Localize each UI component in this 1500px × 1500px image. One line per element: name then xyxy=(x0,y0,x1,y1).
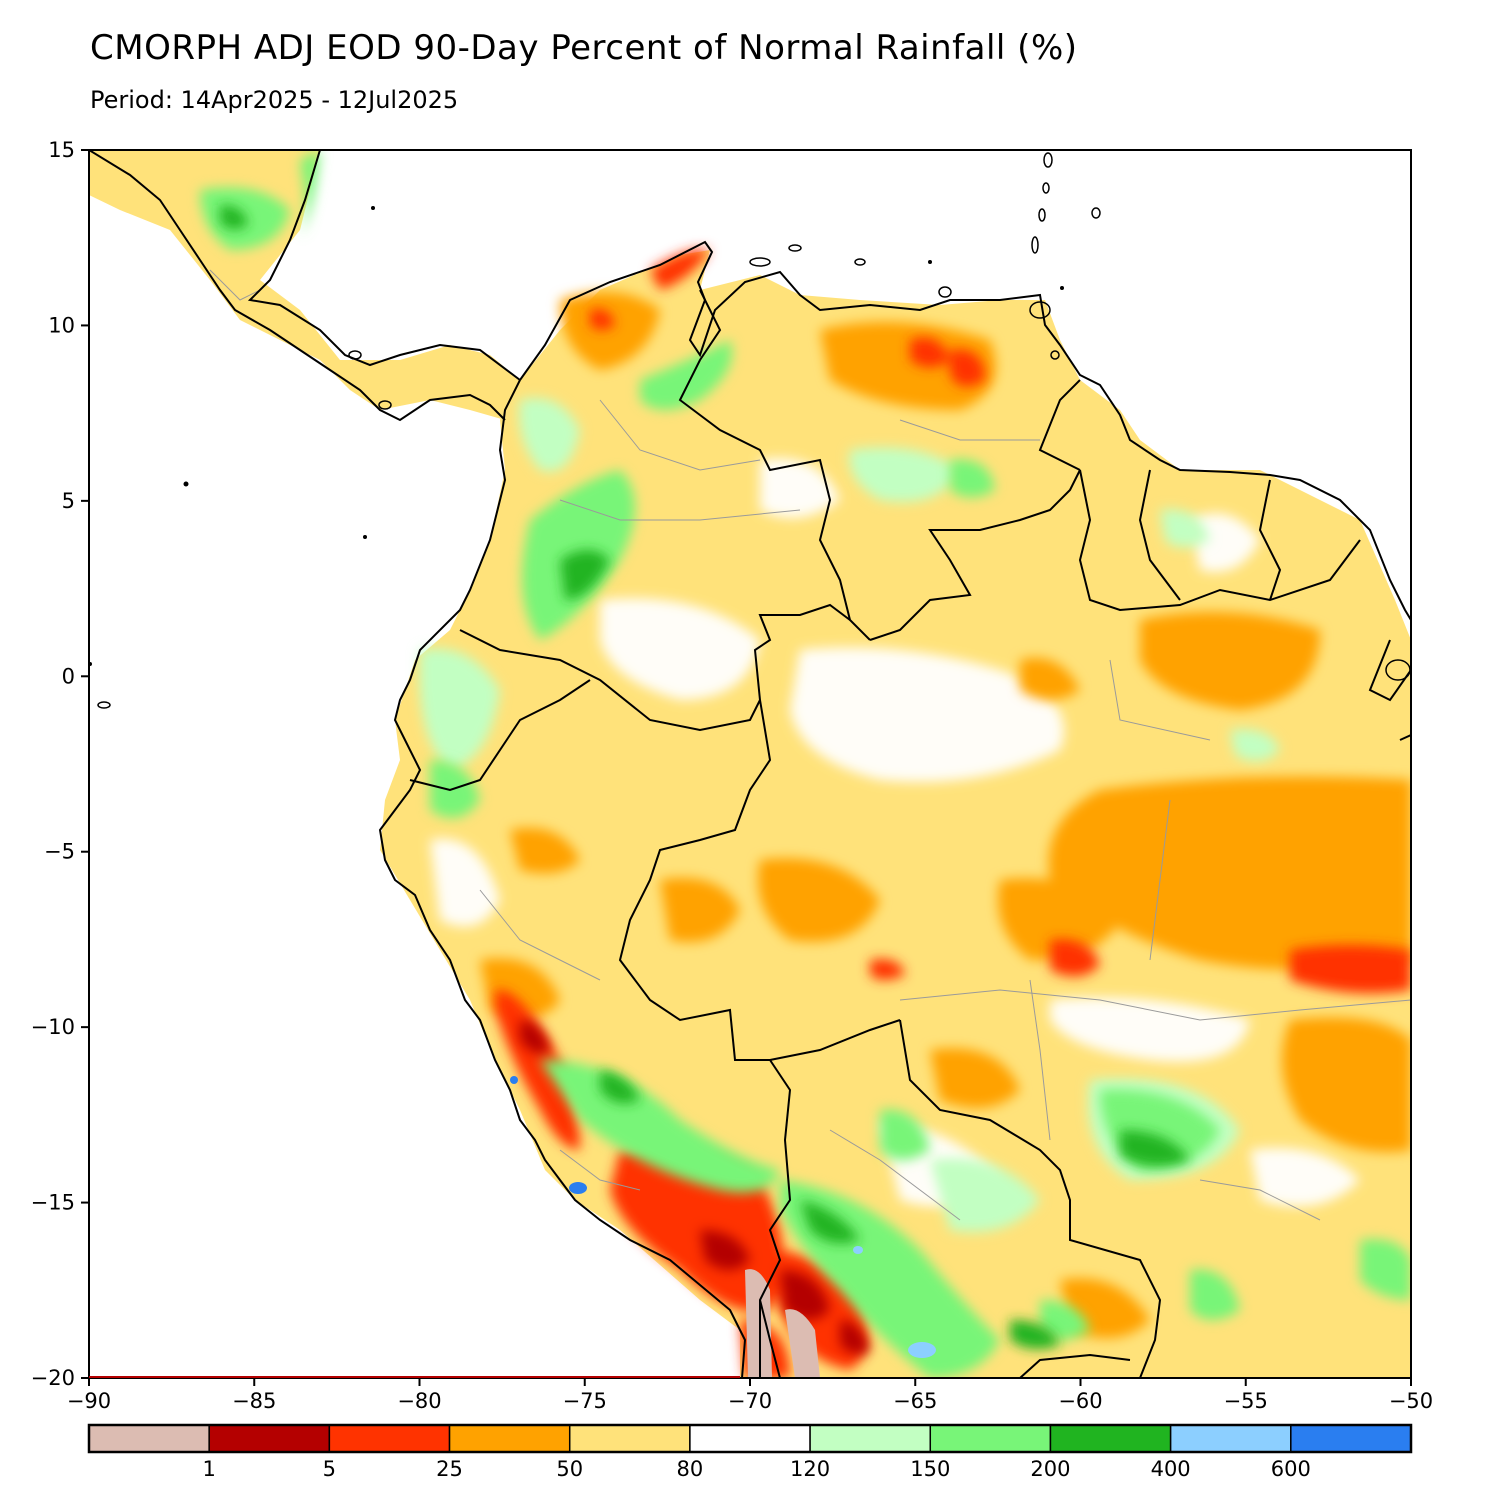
wet-200-400-areas xyxy=(220,205,1190,1349)
y-axis: 15 10 5 0 −5 −10 −15 −20 xyxy=(31,138,89,1390)
colorbar-swatch xyxy=(328,1424,451,1453)
y-tick-label: 15 xyxy=(48,138,75,162)
dry-1-5-areas xyxy=(520,1020,870,1354)
land-central-america xyxy=(89,150,520,420)
colorbar-label: 200 xyxy=(1030,1457,1070,1481)
map-subtitle: Period: 14Apr2025 - 12Jul2025 xyxy=(90,86,459,114)
colorbar-label: 50 xyxy=(556,1457,583,1481)
colorbar-swatch xyxy=(88,1424,210,1453)
y-tick-label: −15 xyxy=(31,1191,75,1215)
x-tick-label: −70 xyxy=(728,1389,772,1413)
x-tick-label: −55 xyxy=(1224,1389,1268,1413)
x-tick-label: −80 xyxy=(397,1389,441,1413)
colorbar-swatch xyxy=(1049,1424,1172,1453)
colorbar-swatch xyxy=(689,1424,811,1453)
colorbar-label: 25 xyxy=(436,1457,463,1481)
colorbar: 1 5 25 50 80 120 150 200 400 600 xyxy=(87,1423,1413,1481)
map-title: CMORPH ADJ EOD 90-Day Percent of Normal … xyxy=(90,28,1078,68)
colorbar-label: 5 xyxy=(323,1457,336,1481)
colorbar-label: 120 xyxy=(790,1457,830,1481)
y-tick-label: −5 xyxy=(44,840,75,864)
colorbar-swatch xyxy=(809,1424,932,1453)
colorbar-label: 150 xyxy=(910,1457,950,1481)
country-borders xyxy=(89,150,1411,1378)
colorbar-swatch xyxy=(568,1424,691,1453)
small-islets xyxy=(89,206,1064,666)
y-tick-label: 5 xyxy=(62,489,75,513)
colorbar-swatch xyxy=(1169,1424,1292,1453)
x-tick-label: −85 xyxy=(232,1389,276,1413)
y-tick-label: 0 xyxy=(62,664,75,688)
colorbar-label: 400 xyxy=(1151,1457,1191,1481)
x-axis: −90 −85 −80 −75 −70 −65 −60 −55 −50 xyxy=(67,1378,1433,1413)
x-tick-label: −60 xyxy=(1058,1389,1102,1413)
colorbar-label: 80 xyxy=(677,1457,704,1481)
y-tick-label: 10 xyxy=(48,313,75,337)
y-tick-label: −10 xyxy=(31,1015,75,1039)
map-plot-area xyxy=(89,150,1411,1378)
colorbar-label: 1 xyxy=(202,1457,215,1481)
colorbar-swatch xyxy=(929,1424,1052,1453)
x-tick-label: −90 xyxy=(67,1389,111,1413)
colorbar-swatch xyxy=(208,1424,331,1453)
colorbar-swatch xyxy=(448,1424,571,1453)
wet-above-400-areas xyxy=(510,1076,936,1358)
colorbar-swatch xyxy=(1290,1424,1412,1453)
dry-below-1-areas xyxy=(745,1269,820,1378)
internal-borders xyxy=(209,269,1411,1221)
colorbar-frame xyxy=(87,1423,1413,1454)
dry-25-50-areas xyxy=(480,292,1411,1338)
y-tick-label: −20 xyxy=(31,1366,75,1390)
x-tick-label: −50 xyxy=(1389,1389,1433,1413)
x-tick-label: −75 xyxy=(563,1389,607,1413)
x-tick-label: −65 xyxy=(893,1389,937,1413)
colorbar-label: 600 xyxy=(1271,1457,1311,1481)
caribbean-islands xyxy=(97,152,1411,709)
